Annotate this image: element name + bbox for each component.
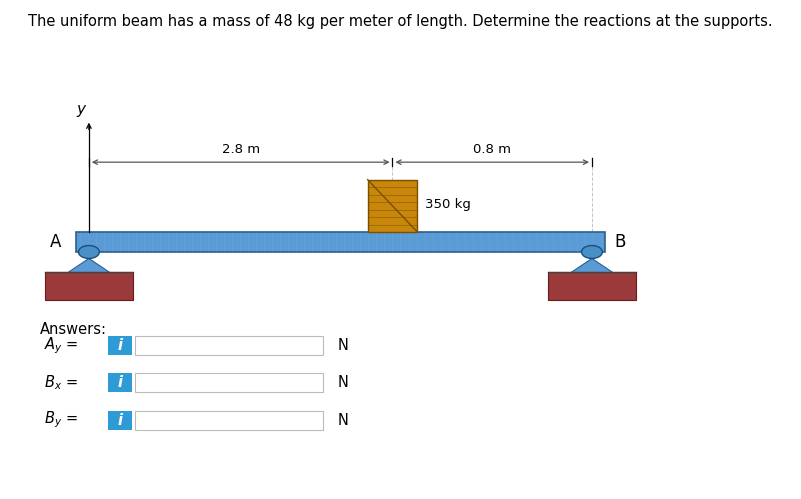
Bar	[135, 411, 323, 430]
Polygon shape	[68, 258, 110, 272]
Text: A: A	[50, 233, 62, 251]
Text: i: i	[118, 338, 123, 353]
Text: The uniform beam has a mass of 48 kg per meter of length. Determine the reaction: The uniform beam has a mass of 48 kg per…	[28, 14, 773, 29]
Text: i: i	[118, 413, 123, 428]
Text: 350 kg: 350 kg	[425, 198, 471, 211]
Text: B: B	[614, 233, 626, 251]
Text: 2.8 m: 2.8 m	[222, 143, 260, 156]
Text: N: N	[337, 413, 348, 428]
Text: i: i	[118, 375, 123, 390]
Bar	[45, 272, 133, 300]
Text: $A_y$ =: $A_y$ =	[44, 335, 78, 356]
Text: y: y	[76, 102, 86, 117]
Text: N: N	[337, 375, 348, 390]
Bar	[108, 336, 132, 355]
Text: Answers:: Answers:	[40, 322, 107, 337]
Bar	[548, 272, 636, 300]
Polygon shape	[571, 258, 613, 272]
Circle shape	[78, 246, 99, 258]
Bar	[368, 180, 417, 232]
Text: $B_y$ =: $B_y$ =	[44, 410, 78, 431]
Bar	[108, 411, 132, 430]
Text: 0.8 m: 0.8 m	[473, 143, 511, 156]
Bar	[108, 373, 132, 392]
Bar	[135, 336, 323, 355]
Text: N: N	[337, 338, 348, 353]
Circle shape	[582, 246, 602, 258]
Bar	[135, 373, 323, 392]
Bar	[76, 232, 605, 252]
Text: $B_x$ =: $B_x$ =	[44, 373, 78, 392]
